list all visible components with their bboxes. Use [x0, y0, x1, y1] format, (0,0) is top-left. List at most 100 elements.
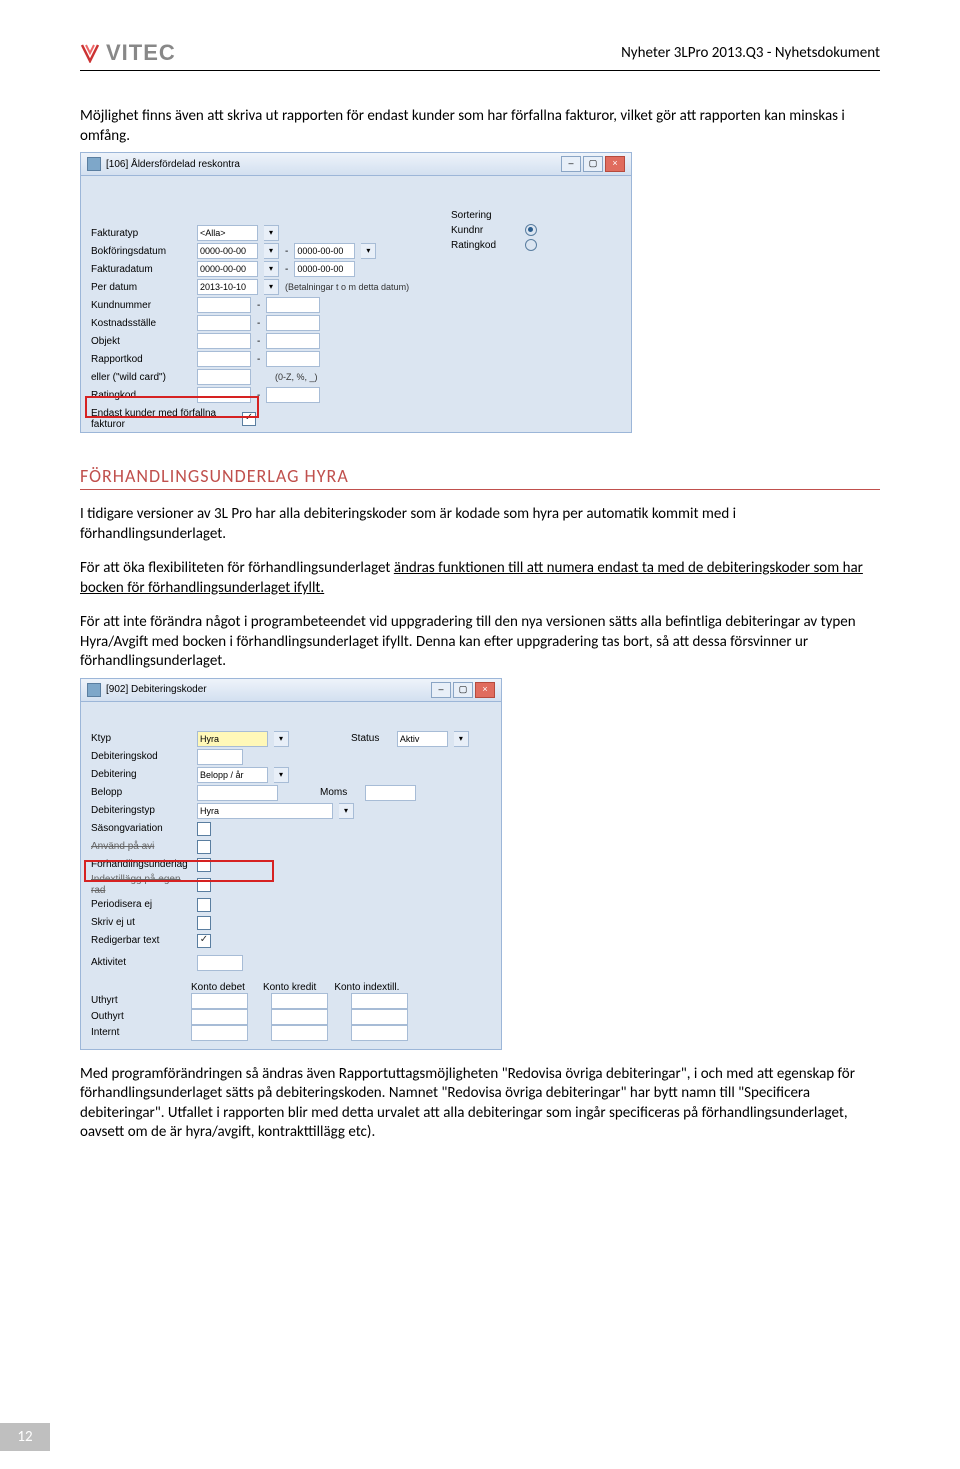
text-input[interactable] [365, 785, 416, 801]
label: Kundnr [451, 225, 501, 236]
chevron-down-icon[interactable]: ▾ [264, 261, 279, 277]
window-title: [106] Åldersfördelad reskontra [106, 159, 240, 170]
label: Belopp [91, 787, 191, 798]
text-input[interactable] [266, 387, 320, 403]
label: Debitering [91, 769, 191, 780]
page-number: 12 [0, 1423, 50, 1451]
dropdown[interactable]: <Alla> [197, 225, 258, 241]
highlight-box [85, 396, 259, 418]
date-input[interactable]: 2013-10-10 [197, 279, 258, 295]
label: Skriv ej ut [91, 917, 191, 928]
label: Bokföringsdatum [91, 246, 191, 257]
label: Kundnummer [91, 300, 191, 311]
checkbox[interactable] [197, 840, 211, 854]
text-input[interactable] [197, 955, 243, 971]
close-icon[interactable]: × [475, 682, 495, 698]
text-input[interactable] [191, 1025, 248, 1041]
screenshot-window-2: [902] Debiteringskoder – ▢ × KtypHyra▾St… [80, 678, 502, 1050]
label: Ratingkod [451, 240, 501, 251]
text-input[interactable] [197, 785, 278, 801]
page-header: VITEC Nyheter 3LPro 2013.Q3 - Nyhetsdoku… [80, 40, 880, 71]
text-input[interactable] [191, 993, 248, 1009]
checkbox[interactable]: ✓ [197, 934, 211, 948]
label: Säsongvariation [91, 823, 191, 834]
text-input[interactable] [191, 1009, 248, 1025]
text-input[interactable] [197, 749, 243, 765]
note-text: (0-Z, %, _) [275, 372, 318, 382]
dropdown[interactable]: Belopp / år [197, 767, 268, 783]
text-input[interactable] [266, 351, 320, 367]
chevron-down-icon[interactable]: ▾ [454, 731, 469, 747]
label: Moms [320, 787, 347, 798]
logo-text: VITEC [106, 40, 176, 66]
label: eller ("wild card") [91, 372, 191, 383]
label: Status [351, 733, 379, 744]
label: Aktivitet [91, 957, 191, 968]
checkbox[interactable] [197, 898, 211, 912]
chevron-down-icon[interactable]: ▾ [361, 243, 376, 259]
text-input[interactable] [266, 333, 320, 349]
date-input[interactable]: 0000-00-00 [294, 261, 355, 277]
label: Periodisera ej [91, 899, 191, 910]
chevron-down-icon[interactable]: ▾ [274, 731, 289, 747]
text-input[interactable] [351, 1009, 408, 1025]
text-input[interactable] [197, 369, 251, 385]
chevron-down-icon[interactable]: ▾ [264, 225, 279, 241]
close-icon[interactable]: × [605, 156, 625, 172]
section-heading: FÖRHANDLINGSUNDERLAG HYRA [80, 465, 880, 490]
sorting-group: Sortering Kundnr Ratingkod [451, 210, 537, 254]
text-input[interactable] [271, 1009, 328, 1025]
text-input[interactable] [351, 993, 408, 1009]
label: Internt [91, 1027, 191, 1038]
intro-text: Möjlighet finns även att skriva ut rappo… [80, 107, 880, 146]
label: Rapportkod [91, 354, 191, 365]
account-headers: Konto debet Konto kredit Konto indextill… [191, 982, 491, 993]
label: Fakturatyp [91, 228, 191, 239]
label: Sortering [451, 210, 501, 221]
radio[interactable] [525, 224, 537, 236]
label: Kostnadsställe [91, 318, 191, 329]
label: Debiteringstyp [91, 805, 191, 816]
chevron-down-icon[interactable]: ▾ [339, 803, 354, 819]
label: Uthyrt [91, 995, 191, 1006]
text-input[interactable] [197, 333, 251, 349]
chevron-down-icon[interactable]: ▾ [274, 767, 289, 783]
chevron-down-icon[interactable]: ▾ [264, 243, 279, 259]
text-input[interactable] [197, 315, 251, 331]
window-icon [87, 683, 101, 697]
minimize-icon[interactable]: – [431, 682, 451, 698]
body-text: Med programförändringen så ändras även R… [80, 1065, 880, 1143]
text-input[interactable] [266, 297, 320, 313]
text-input[interactable] [351, 1025, 408, 1041]
chevron-down-icon[interactable]: ▾ [264, 279, 279, 295]
label: Objekt [91, 336, 191, 347]
date-input[interactable]: 0000-00-00 [294, 243, 355, 259]
window-titlebar: [902] Debiteringskoder – ▢ × [81, 679, 501, 702]
minimize-icon[interactable]: – [561, 156, 581, 172]
dropdown[interactable]: Hyra [197, 731, 268, 747]
note-text: (Betalningar t o m detta datum) [285, 282, 409, 292]
radio[interactable] [525, 239, 537, 251]
maximize-icon[interactable]: ▢ [583, 156, 603, 172]
text-input[interactable] [197, 351, 251, 367]
window-icon [87, 157, 101, 171]
document-title: Nyheter 3LPro 2013.Q3 - Nyhetsdokument [621, 44, 880, 62]
screenshot-window-1: [106] Åldersfördelad reskontra – ▢ × Fak… [80, 152, 632, 433]
vitec-logo-icon [80, 43, 100, 63]
text-input[interactable] [271, 993, 328, 1009]
label: Använd på avi [91, 841, 191, 852]
date-input[interactable]: 0000-00-00 [197, 243, 258, 259]
dropdown[interactable]: Hyra [197, 803, 333, 819]
text-input[interactable] [197, 297, 251, 313]
window-title: [902] Debiteringskoder [106, 684, 207, 695]
date-input[interactable]: 0000-00-00 [197, 261, 258, 277]
logo: VITEC [80, 40, 176, 66]
window-titlebar: [106] Åldersfördelad reskontra – ▢ × [81, 153, 631, 176]
text-input[interactable] [266, 315, 320, 331]
text-input[interactable] [271, 1025, 328, 1041]
dropdown[interactable]: Aktiv [397, 731, 448, 747]
checkbox[interactable] [197, 916, 211, 930]
checkbox[interactable] [197, 822, 211, 836]
maximize-icon[interactable]: ▢ [453, 682, 473, 698]
label: Redigerbar text [91, 935, 191, 946]
